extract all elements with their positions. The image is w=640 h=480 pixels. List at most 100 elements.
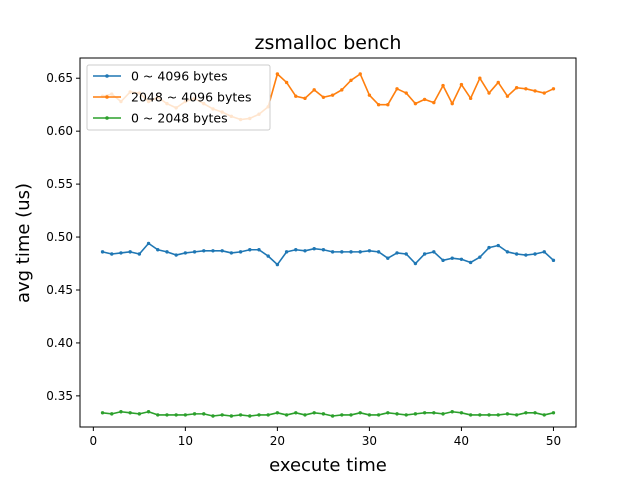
x-tick-label: 10: [178, 434, 193, 448]
data-point: [312, 246, 316, 251]
data-point: [165, 250, 169, 254]
legend-box: [86, 64, 271, 131]
data-point: [376, 250, 381, 254]
x-tick-label: 50: [546, 434, 561, 448]
data-point: [524, 253, 528, 257]
data-point: [533, 252, 537, 256]
data-point: [165, 413, 169, 417]
data-point: [202, 249, 206, 253]
data-point: [533, 89, 537, 93]
data-point: [275, 72, 280, 76]
data-point: [275, 411, 280, 415]
data-point: [119, 410, 123, 414]
data-point: [413, 412, 418, 416]
data-point: [321, 412, 326, 416]
data-point: [303, 413, 307, 417]
data-point: [321, 248, 326, 252]
data-point: [505, 412, 510, 416]
data-point: [386, 102, 390, 107]
data-point: [312, 88, 316, 92]
series-0: [100, 241, 556, 267]
data-point: [229, 251, 234, 255]
data-point: [330, 414, 335, 418]
data-point: [450, 410, 454, 414]
data-point: [220, 249, 224, 253]
data-point: [303, 249, 307, 253]
data-point: [340, 250, 344, 254]
y-tick-label: 0.40: [46, 336, 73, 350]
data-point: [514, 252, 519, 256]
legend-label: 0 ~ 4096 bytes: [131, 69, 228, 84]
data-point: [174, 413, 178, 417]
data-point: [119, 251, 123, 255]
data-point: [349, 78, 353, 83]
data-point: [183, 251, 188, 255]
data-point: [358, 411, 362, 415]
data-point: [551, 258, 556, 263]
data-point: [330, 250, 335, 254]
data-point: [266, 254, 270, 258]
data-point: [395, 87, 399, 91]
data-point: [404, 91, 408, 95]
data-point: [238, 250, 243, 254]
data-point: [312, 411, 316, 415]
y-tick-label: 0.55: [46, 177, 73, 191]
data-point: [248, 248, 252, 252]
legend-marker: [105, 74, 109, 78]
y-tick-label: 0.50: [46, 230, 73, 244]
data-point: [376, 102, 381, 107]
data-point: [220, 413, 224, 417]
y-axis-label: avg time (us): [13, 183, 34, 303]
data-point: [432, 411, 436, 415]
data-point: [422, 411, 427, 415]
data-point: [248, 414, 252, 418]
data-point: [128, 250, 132, 254]
data-point: [284, 250, 289, 254]
data-point: [100, 250, 105, 254]
y-tick-label: 0.45: [46, 283, 73, 297]
data-point: [202, 412, 206, 416]
legend-label: 0 ~ 2048 bytes: [131, 111, 228, 126]
data-point: [367, 93, 372, 97]
data-point: [183, 413, 188, 417]
data-point: [496, 413, 500, 417]
data-point: [395, 251, 399, 255]
data-point: [505, 250, 510, 254]
data-point: [110, 252, 114, 256]
y-tick-label: 0.65: [46, 71, 73, 85]
data-point: [294, 94, 298, 98]
data-point: [450, 256, 454, 260]
data-point: [487, 413, 491, 417]
legend-label: 2048 ~ 4096 bytes: [131, 90, 251, 105]
data-point: [441, 258, 445, 263]
series-2: [100, 410, 556, 418]
y-axis-ticks: 0.35 0.40 0.45 0.50 0.55 0.60 0.65: [46, 71, 80, 403]
data-point: [321, 95, 326, 99]
x-tick-label: 0: [90, 434, 98, 448]
legend-marker: [105, 116, 109, 120]
chart-title: zsmalloc bench: [255, 32, 402, 54]
y-tick-label: 0.35: [46, 389, 73, 403]
data-point: [275, 262, 280, 267]
data-point: [146, 241, 151, 246]
data-point: [386, 256, 390, 260]
data-point: [450, 101, 454, 106]
data-point: [422, 252, 427, 256]
data-point: [432, 100, 436, 105]
data-point: [459, 257, 464, 261]
data-point: [238, 413, 243, 417]
data-point: [468, 96, 473, 101]
data-point: [514, 413, 519, 417]
data-point: [432, 250, 436, 254]
data-point: [468, 260, 473, 265]
data-point: [340, 88, 344, 92]
data-point: [404, 252, 408, 256]
y-tick-label: 0.60: [46, 124, 73, 138]
data-point: [487, 245, 491, 250]
data-point: [551, 411, 556, 415]
data-point: [358, 250, 362, 254]
data-point: [496, 243, 500, 248]
data-point: [487, 91, 491, 95]
data-point: [376, 413, 381, 417]
